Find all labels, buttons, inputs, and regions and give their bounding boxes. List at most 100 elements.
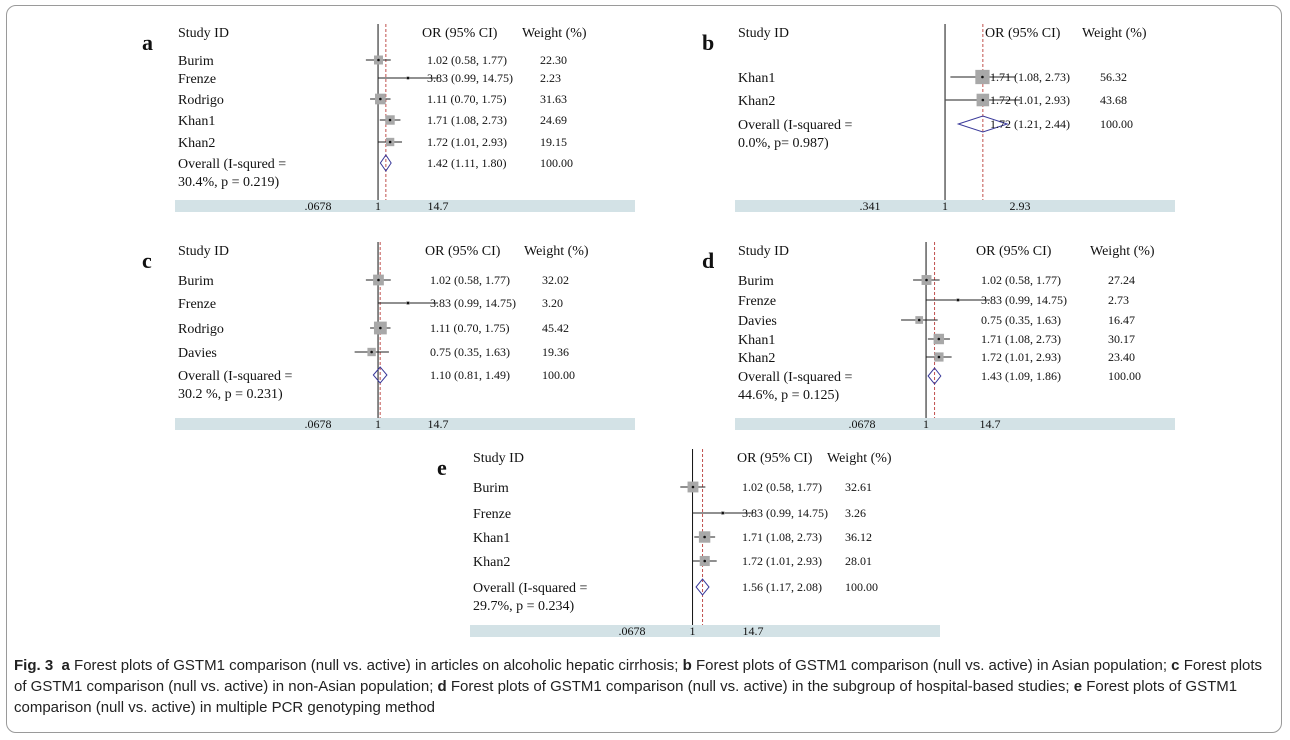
- weight-value: 2.23: [540, 71, 561, 85]
- or-ci-value: 1.72 (1.01, 2.93): [981, 350, 1061, 364]
- study-name: Frenze: [178, 72, 216, 87]
- point-estimate: [981, 75, 984, 79]
- weight-value: 27.24: [1108, 273, 1135, 287]
- overall-stats: 30.4%, p = 0.219): [178, 175, 280, 190]
- panel-letter-b: b: [702, 30, 714, 55]
- figure-label: Fig. 3: [14, 657, 54, 674]
- study-name: Frenze: [178, 297, 216, 312]
- tick-label: .0678: [849, 417, 876, 431]
- header-weight: Weight (%): [524, 244, 589, 259]
- or-ci-value: 3.83 (0.99, 14.75): [981, 293, 1067, 307]
- overall-or-ci: 1.43 (1.09, 1.86): [981, 369, 1061, 383]
- overall-or-ci: 1.72 (1.21, 2.44): [990, 117, 1070, 131]
- caption-text-d: Forest plots of GSTM1 comparison (null v…: [450, 678, 1070, 695]
- point-estimate: [379, 326, 382, 330]
- study-name: Khan2: [738, 94, 775, 109]
- weight-value: 3.26: [845, 506, 866, 520]
- point-estimate: [937, 337, 941, 341]
- study-name: Khan2: [473, 555, 510, 570]
- study-name: Khan2: [738, 351, 775, 366]
- overall-weight: 100.00: [542, 368, 575, 382]
- overall-weight: 100.00: [845, 580, 878, 594]
- study-name: Khan1: [738, 71, 775, 86]
- overall-label: Overall (I-squared =: [473, 581, 588, 596]
- overall-diamond: [695, 578, 710, 596]
- or-ci-value: 1.72 (1.01, 2.93): [742, 554, 822, 568]
- point-estimate: [377, 278, 380, 282]
- forest-svg-e: e Study ID OR (95% CI) Weight (%) Burim 1.02 …: [437, 449, 940, 638]
- overall-weight: 100.00: [540, 156, 573, 170]
- weight-value: 3.20: [542, 296, 563, 310]
- header-or-ci: OR (95% CI): [737, 451, 813, 466]
- or-ci-value: 1.71 (1.08, 2.73): [981, 332, 1061, 346]
- or-ci-value: 1.02 (0.58, 1.77): [430, 273, 510, 287]
- forest-svg-a: a Study ID OR (95% CI) Weight (%) Burim 1.02 …: [142, 24, 635, 213]
- header-study-id: Study ID: [738, 244, 789, 259]
- or-ci-value: 1.11 (0.70, 1.75): [427, 92, 507, 106]
- overall-diamond: [379, 154, 392, 172]
- or-ci-value: 3.83 (0.99, 14.75): [430, 296, 516, 310]
- caption-text-c: Forest plots of GSTM1 comparison (null v…: [14, 657, 1263, 695]
- weight-value: 32.61: [845, 480, 872, 494]
- tick-label: 1: [942, 199, 948, 213]
- header-weight: Weight (%): [827, 451, 892, 466]
- caption-letter-d: d: [437, 678, 447, 695]
- axis-band: [175, 200, 635, 212]
- or-ci-value: 3.83 (0.99, 14.75): [427, 71, 513, 85]
- tick-label: 1: [375, 199, 381, 213]
- forest-plot-a: a Study ID OR (95% CI) Weight (%) Burim 1.02 …: [140, 20, 640, 213]
- study-name: Burim: [178, 274, 214, 289]
- weight-value: 43.68: [1100, 93, 1127, 107]
- forest-plot-d: d Study ID OR (95% CI) Weight (%) Burim 1.02 …: [700, 238, 1180, 431]
- point-estimate: [956, 298, 960, 302]
- tick-label: .0678: [619, 624, 646, 638]
- weight-value: 45.42: [542, 321, 569, 335]
- caption-letter-e: e: [1073, 678, 1083, 695]
- study-name: Burim: [473, 481, 509, 496]
- weight-value: 36.12: [845, 530, 872, 544]
- study-name: Burim: [178, 54, 214, 69]
- study-name: Burim: [738, 274, 774, 289]
- overall-or-ci: 1.10 (0.81, 1.49): [430, 368, 510, 382]
- panel-letter-e: e: [437, 455, 447, 480]
- point-estimate: [377, 58, 380, 62]
- figure-caption: Fig. 3 a Forest plots of GSTM1 compariso…: [14, 655, 1276, 718]
- study-name: Frenze: [738, 294, 776, 309]
- panel-letter-d: d: [702, 248, 714, 273]
- axis-band: [735, 418, 1175, 430]
- or-ci-value: 1.71 (1.08, 2.73): [427, 113, 507, 127]
- axis-band: [175, 418, 635, 430]
- weight-value: 22.30: [540, 53, 567, 67]
- tick-label: .0678: [305, 199, 332, 213]
- or-ci-value: 0.75 (0.35, 1.63): [430, 345, 510, 359]
- axis-band: [470, 625, 940, 637]
- forest-plot-c: c Study ID OR (95% CI) Weight (%) Burim 1.02 …: [140, 238, 640, 431]
- header-study-id: Study ID: [178, 26, 229, 41]
- overall-weight: 100.00: [1108, 369, 1141, 383]
- forest-svg-b: b Study ID OR (95% CI) Weight (%) Khan1 1.71 …: [702, 24, 1175, 213]
- header-or-ci: OR (95% CI): [425, 244, 501, 259]
- caption-text-a: Forest plots of GSTM1 comparison (null v…: [74, 657, 679, 674]
- overall-label: Overall (I-squred =: [178, 157, 286, 172]
- overall-or-ci: 1.56 (1.17, 2.08): [742, 580, 822, 594]
- overall-label: Overall (I-squared =: [178, 369, 293, 384]
- point-estimate: [981, 98, 985, 102]
- point-estimate: [388, 140, 392, 144]
- weight-value: 23.40: [1108, 350, 1135, 364]
- tick-label: 2.93: [1010, 199, 1031, 213]
- point-estimate: [721, 511, 725, 515]
- weight-value: 19.15: [540, 135, 567, 149]
- tick-label: .341: [860, 199, 881, 213]
- overall-stats: 30.2 %, p = 0.231): [178, 387, 283, 402]
- weight-value: 32.02: [542, 273, 569, 287]
- caption-letter-a: a: [61, 657, 70, 674]
- point-estimate: [925, 278, 928, 282]
- caption-letter-b: b: [682, 657, 692, 674]
- overall-diamond: [927, 367, 942, 385]
- header-study-id: Study ID: [178, 244, 229, 259]
- point-estimate: [406, 301, 410, 305]
- weight-value: 2.73: [1108, 293, 1129, 307]
- header-weight: Weight (%): [1090, 244, 1155, 259]
- point-estimate: [917, 318, 921, 322]
- overall-or-ci: 1.42 (1.11, 1.80): [427, 156, 507, 170]
